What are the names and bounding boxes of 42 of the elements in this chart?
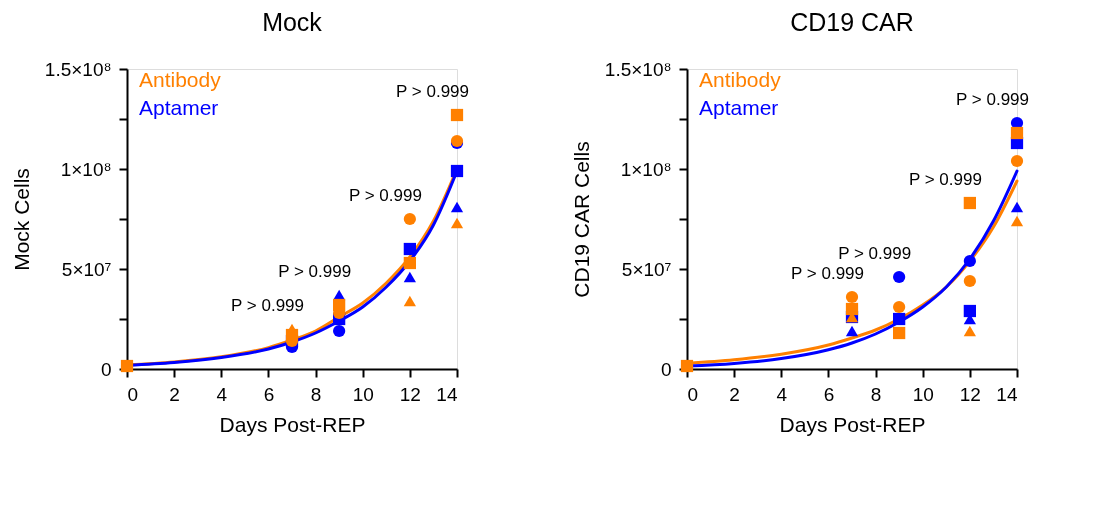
x-tick-label: 2 xyxy=(169,383,180,405)
text: Antibody xyxy=(139,68,222,91)
x-tick-label: 10 xyxy=(352,383,374,405)
x-tick-label: 14 xyxy=(436,383,458,405)
x-tick-label: 12 xyxy=(959,383,981,405)
x-tick-label: 14 xyxy=(996,383,1018,405)
annotation: P > 0.999 xyxy=(908,170,982,189)
text: Aptamer xyxy=(699,96,779,119)
x-tick-label: 6 xyxy=(823,383,835,405)
chart-title: Mock xyxy=(262,8,323,36)
x-tick-label: 8 xyxy=(310,383,322,405)
annotation: P > 0.999 xyxy=(956,90,1029,109)
y-tick-label: 5×10⁷ xyxy=(61,258,112,280)
annotation: P > 0.999 xyxy=(348,186,422,205)
x-tick-label: 0 xyxy=(687,383,699,405)
annotation: P > 0.999 xyxy=(231,296,304,315)
y-tick-label: 1×10⁸ xyxy=(60,158,112,180)
y-axis-title: CD19 CAR Cells xyxy=(569,141,593,298)
y-tick-label: 0 xyxy=(100,358,112,380)
y-axis-title: Mock Cells xyxy=(9,168,33,271)
text: Antibody xyxy=(699,68,782,91)
annotation: P > 0.999 xyxy=(791,264,864,283)
x-tick-label: 8 xyxy=(870,383,882,405)
y-tick-label: 5×10⁷ xyxy=(621,258,672,280)
y-tick-label: 1×10⁸ xyxy=(620,158,672,180)
chart-title: CD19 CAR xyxy=(790,8,914,36)
x-axis-title: Days Post-REP xyxy=(219,412,366,436)
annotation: P > 0.999 xyxy=(396,82,469,101)
text: Aptamer xyxy=(139,96,219,119)
x-tick-label: 2 xyxy=(729,383,740,405)
y-tick-label: 0 xyxy=(660,358,672,380)
x-tick-label: 4 xyxy=(216,383,228,405)
y-tick-label: 1.5×10⁸ xyxy=(44,58,112,80)
y-tick-label: 1.5×10⁸ xyxy=(604,58,672,80)
annotation: P > 0.999 xyxy=(838,244,912,263)
x-tick-label: 0 xyxy=(127,383,139,405)
x-tick-label: 6 xyxy=(263,383,275,405)
annotation: P > 0.999 xyxy=(278,262,352,281)
x-axis-title: Days Post-REP xyxy=(779,412,926,436)
x-tick-label: 4 xyxy=(776,383,788,405)
x-tick-label: 10 xyxy=(912,383,934,405)
x-tick-label: 12 xyxy=(399,383,421,405)
